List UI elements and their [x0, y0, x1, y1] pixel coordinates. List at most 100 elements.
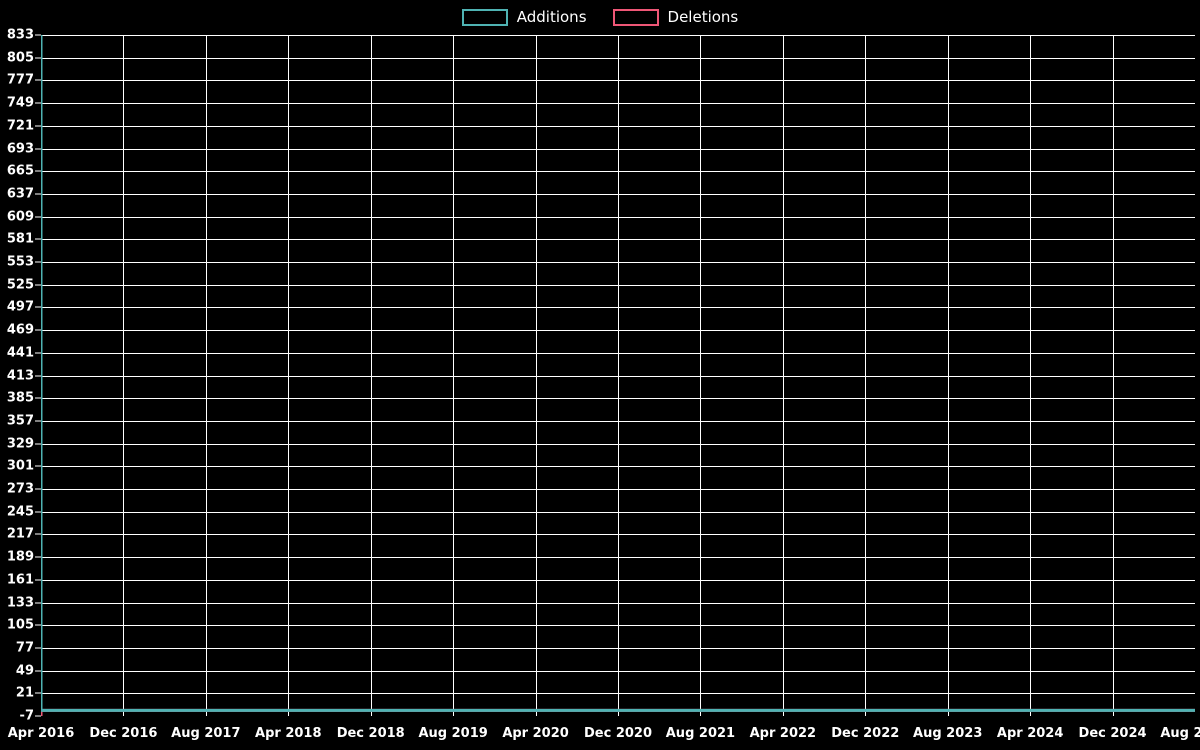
- x-tick-label: Aug 2023: [913, 726, 983, 741]
- y-tick-mark: [35, 397, 41, 399]
- gridline-vertical: [865, 35, 867, 716]
- y-tick-mark: [35, 692, 41, 694]
- y-tick-label: 749: [6, 95, 34, 111]
- series-line-additions[interactable]: [41, 35, 1195, 712]
- x-tick-label: Dec 2022: [831, 726, 900, 741]
- y-tick-mark: [35, 670, 41, 672]
- legend-label-deletions: Deletions: [667, 8, 739, 26]
- y-tick-label: 721: [6, 118, 34, 134]
- y-tick-label: 805: [6, 50, 34, 66]
- y-tick-mark: [35, 647, 41, 649]
- gridline-vertical: [1112, 35, 1114, 716]
- y-tick-label: 357: [6, 413, 34, 429]
- chart-legend: Additions Deletions: [0, 0, 1200, 35]
- y-tick-label: 385: [6, 390, 34, 406]
- x-tick-label: Dec 2016: [89, 726, 158, 741]
- legend-entry-additions[interactable]: Additions: [461, 8, 587, 26]
- y-tick-label: 637: [6, 186, 34, 202]
- gridline-vertical: [782, 35, 784, 716]
- x-tick-label: Apr 2024: [996, 726, 1064, 741]
- y-tick-label: 105: [6, 617, 34, 633]
- y-tick-mark: [35, 284, 41, 286]
- y-tick-label: 301: [6, 458, 34, 474]
- gridline-vertical: [205, 35, 207, 716]
- gridline-vertical: [288, 35, 290, 716]
- y-tick-label: 441: [6, 345, 34, 361]
- y-tick-mark: [35, 148, 41, 149]
- x-tick-label: Dec 2024: [1078, 726, 1147, 741]
- y-tick-label: 581: [6, 231, 34, 247]
- y-tick-label: 833: [6, 27, 34, 43]
- y-tick-mark: [35, 511, 41, 513]
- y-tick-mark: [35, 465, 41, 467]
- y-tick-label: 273: [6, 481, 34, 497]
- y-tick-mark: [35, 624, 41, 626]
- gridline-vertical: [123, 35, 125, 716]
- legend-label-additions: Additions: [516, 8, 587, 26]
- y-tick-mark: [35, 193, 41, 195]
- y-tick-mark: [35, 579, 41, 581]
- y-tick-mark: [35, 488, 41, 490]
- y-tick-mark: [35, 352, 41, 354]
- y-tick-label: 161: [6, 572, 34, 588]
- y-tick-label: 609: [6, 209, 34, 225]
- y-tick-mark: [35, 329, 41, 331]
- y-tick-mark: [35, 533, 41, 535]
- y-tick-label: 553: [6, 254, 34, 270]
- y-tick-label: 413: [6, 368, 34, 383]
- gridline-vertical: [535, 35, 537, 716]
- series-layer: [41, 35, 1195, 716]
- y-tick-label: 133: [6, 595, 34, 610]
- x-tick-label: Aug 2021: [665, 726, 736, 741]
- y-tick-mark: [35, 420, 41, 422]
- y-tick-label: 777: [6, 72, 34, 88]
- y-tick-label: -7: [19, 708, 34, 724]
- y-tick-mark: [35, 261, 41, 263]
- x-tick-label: Dec 2018: [336, 726, 405, 741]
- x-tick-label: Aug 2017: [171, 726, 241, 741]
- y-tick-mark: [35, 34, 41, 36]
- y-tick-label: 189: [6, 549, 34, 565]
- y-tick-label: 217: [6, 526, 34, 542]
- y-tick-mark: [35, 125, 41, 127]
- y-tick-mark: [35, 170, 41, 172]
- y-tick-label: 245: [6, 504, 34, 520]
- plot-area[interactable]: [41, 35, 1195, 716]
- y-axis: 833 805 777 749 721 693 665 637 609 581 553 525 497 4…: [0, 0, 34, 750]
- gridline-vertical: [1030, 35, 1032, 716]
- y-tick-mark: [35, 443, 41, 445]
- x-tick-label: Apr 2022: [749, 726, 817, 741]
- gridline-vertical: [947, 35, 949, 716]
- y-tick-label: 693: [6, 141, 34, 156]
- y-tick-label: 329: [6, 436, 34, 452]
- y-tick-label: 469: [6, 322, 34, 338]
- y-tick-mark: [35, 602, 41, 603]
- y-tick-mark: [35, 216, 41, 218]
- y-tick-label: 665: [6, 163, 34, 179]
- y-tick-label: 525: [6, 277, 34, 293]
- gridline-vertical: [370, 35, 372, 716]
- x-tick-label: Aug 2025: [1160, 726, 1200, 741]
- y-tick-label: 49: [15, 663, 34, 679]
- x-tick-label: Dec 2020: [583, 726, 653, 741]
- y-tick-label: 77: [15, 640, 34, 656]
- legend-swatch-additions-icon: [461, 9, 508, 26]
- legend-swatch-deletions-icon: [612, 9, 659, 26]
- x-tick-label: Apr 2018: [255, 726, 322, 741]
- y-tick-mark: [35, 715, 41, 717]
- x-tick-label: Apr 2016: [7, 726, 75, 741]
- y-tick-mark: [35, 238, 41, 240]
- y-tick-label: 21: [15, 685, 34, 701]
- y-tick-mark: [35, 306, 41, 308]
- gridline-vertical: [453, 35, 455, 716]
- y-tick-mark: [35, 102, 41, 104]
- x-tick-label: Aug 2019: [418, 726, 488, 741]
- y-tick-mark: [35, 375, 41, 376]
- y-tick-mark: [35, 556, 41, 558]
- y-tick-label: 497: [6, 299, 34, 315]
- legend-entry-deletions[interactable]: Deletions: [612, 8, 739, 26]
- x-tick-label: Apr 2020: [502, 726, 569, 741]
